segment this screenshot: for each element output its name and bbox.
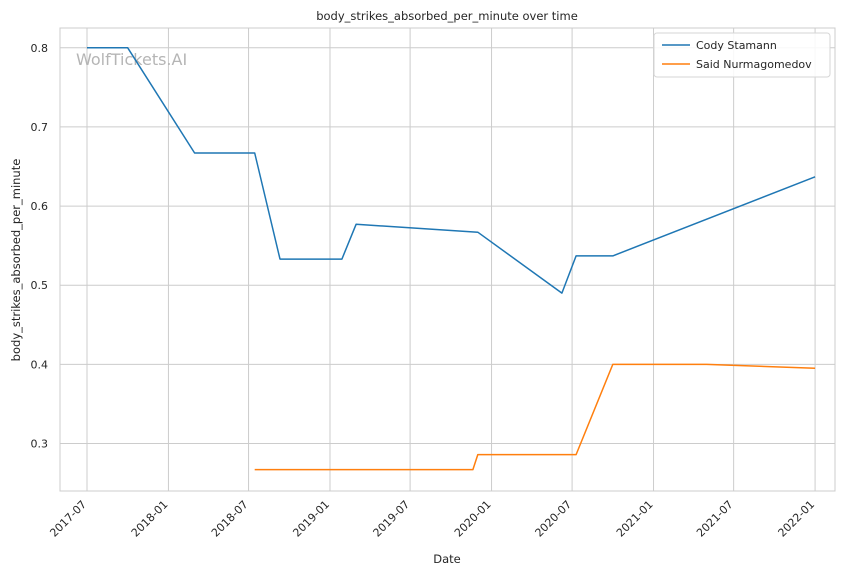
legend-label-said-nurmagomedov: Said Nurmagomedov bbox=[696, 58, 812, 71]
series-layer bbox=[87, 47, 816, 471]
chart-title: body_strikes_absorbed_per_minute over ti… bbox=[316, 9, 578, 23]
legend-box bbox=[653, 32, 831, 78]
plot-area-border bbox=[59, 27, 836, 492]
legend: Cody Stamann Said Nurmagomedov bbox=[653, 32, 831, 78]
y-tick-label: 0.6 bbox=[31, 200, 49, 213]
y-tick-label: 0.7 bbox=[31, 121, 49, 134]
legend-label-cody-stamann: Cody Stamann bbox=[696, 39, 777, 52]
y-axis-label: body_strikes_absorbed_per_minute bbox=[9, 159, 23, 362]
x-axis-label: Date bbox=[433, 552, 461, 566]
series-line-said-nurmagomedov bbox=[254, 363, 816, 471]
grid bbox=[60, 28, 835, 491]
y-tick-label: 0.8 bbox=[31, 42, 49, 55]
y-tick-label: 0.4 bbox=[31, 358, 49, 371]
watermark: WolfTickets.AI bbox=[76, 50, 187, 69]
y-tick-label: 0.5 bbox=[31, 279, 49, 292]
series-line-cody-stamann bbox=[87, 47, 816, 294]
y-tick-label: 0.3 bbox=[31, 438, 49, 451]
